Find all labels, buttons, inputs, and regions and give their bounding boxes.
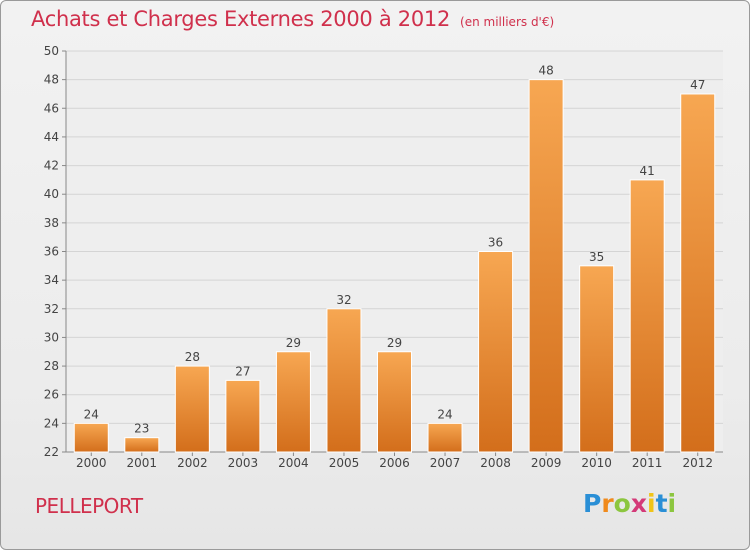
x-tick-label: 2007 bbox=[430, 456, 461, 470]
x-tick-label: 2000 bbox=[76, 456, 107, 470]
bar-2005 bbox=[326, 308, 362, 453]
bar-2007 bbox=[427, 422, 463, 453]
logo-letter: t bbox=[655, 489, 668, 518]
x-tick-label: 2005 bbox=[329, 456, 360, 470]
y-tick-label: 30 bbox=[44, 330, 59, 344]
logo-letter: x bbox=[630, 489, 647, 518]
x-tick-label: 2011 bbox=[632, 456, 663, 470]
x-tick-label: 2010 bbox=[581, 456, 612, 470]
data-label: 28 bbox=[185, 350, 200, 364]
x-tick-label: 2001 bbox=[127, 456, 158, 470]
data-label: 23 bbox=[134, 422, 149, 436]
data-label: 27 bbox=[235, 364, 250, 378]
data-label: 36 bbox=[488, 236, 503, 250]
y-tick-label: 22 bbox=[44, 445, 59, 459]
y-tick-label: 44 bbox=[44, 130, 59, 144]
bar-2011 bbox=[629, 179, 665, 453]
logo-letter: i bbox=[647, 489, 656, 518]
bar-2001 bbox=[124, 437, 160, 453]
bar-2004 bbox=[275, 351, 311, 453]
logo-letter: P bbox=[583, 489, 602, 518]
x-tick-label: 2004 bbox=[278, 456, 309, 470]
bar-2002 bbox=[174, 365, 210, 453]
y-tick-label: 34 bbox=[44, 273, 59, 287]
y-tick-label: 38 bbox=[44, 216, 59, 230]
bar-2006 bbox=[377, 351, 412, 453]
bar-2000 bbox=[73, 422, 109, 453]
bar-2003 bbox=[225, 379, 261, 453]
y-tick-label: 46 bbox=[44, 101, 59, 115]
data-label: 41 bbox=[640, 164, 655, 178]
y-tick-label: 36 bbox=[44, 245, 59, 259]
bar-2008 bbox=[478, 251, 514, 453]
chart-unit: (en milliers d'€) bbox=[460, 15, 555, 29]
x-tick-label: 2002 bbox=[177, 456, 208, 470]
x-tick-label: 2008 bbox=[480, 456, 511, 470]
data-label: 24 bbox=[437, 407, 452, 421]
y-tick-label: 42 bbox=[44, 159, 59, 173]
x-tick-label: 2009 bbox=[531, 456, 562, 470]
bar-2010 bbox=[579, 265, 615, 453]
data-label: 47 bbox=[690, 78, 705, 92]
y-tick-label: 48 bbox=[44, 73, 59, 87]
logo-letter: o bbox=[613, 489, 631, 518]
logo-letter: i bbox=[667, 489, 677, 518]
y-tick-label: 50 bbox=[44, 44, 59, 58]
data-label: 35 bbox=[589, 250, 604, 264]
chart-title-text: Achats et Charges Externes 2000 à 2012 bbox=[31, 7, 451, 31]
y-tick-label: 28 bbox=[44, 359, 59, 373]
bars bbox=[73, 79, 716, 453]
y-tick-label: 24 bbox=[44, 416, 59, 430]
logo-letter: r bbox=[601, 489, 614, 518]
bar-2009 bbox=[528, 79, 564, 453]
y-tick-label: 32 bbox=[44, 302, 59, 316]
data-label: 29 bbox=[387, 336, 402, 350]
data-label: 29 bbox=[286, 336, 301, 350]
x-tick-label: 2003 bbox=[228, 456, 259, 470]
y-tick-label: 40 bbox=[44, 187, 59, 201]
data-label: 24 bbox=[84, 407, 99, 421]
x-tick-label: 2012 bbox=[682, 456, 713, 470]
labels: 2000 24 2001 23 2002 28 2003 27 2004 29 2005 32 2006… bbox=[76, 64, 713, 470]
y-tick-label: 26 bbox=[44, 388, 59, 402]
proxiti-logo: Proxiti bbox=[583, 489, 676, 518]
x-tick-label: 2006 bbox=[379, 456, 410, 470]
bar-2012 bbox=[680, 93, 716, 453]
chart-title: Achats et Charges Externes 2000 à 2012 (e… bbox=[31, 7, 554, 31]
data-label: 48 bbox=[538, 64, 553, 78]
data-label: 32 bbox=[336, 293, 351, 307]
commune-name: PELLEPORT bbox=[35, 494, 143, 518]
